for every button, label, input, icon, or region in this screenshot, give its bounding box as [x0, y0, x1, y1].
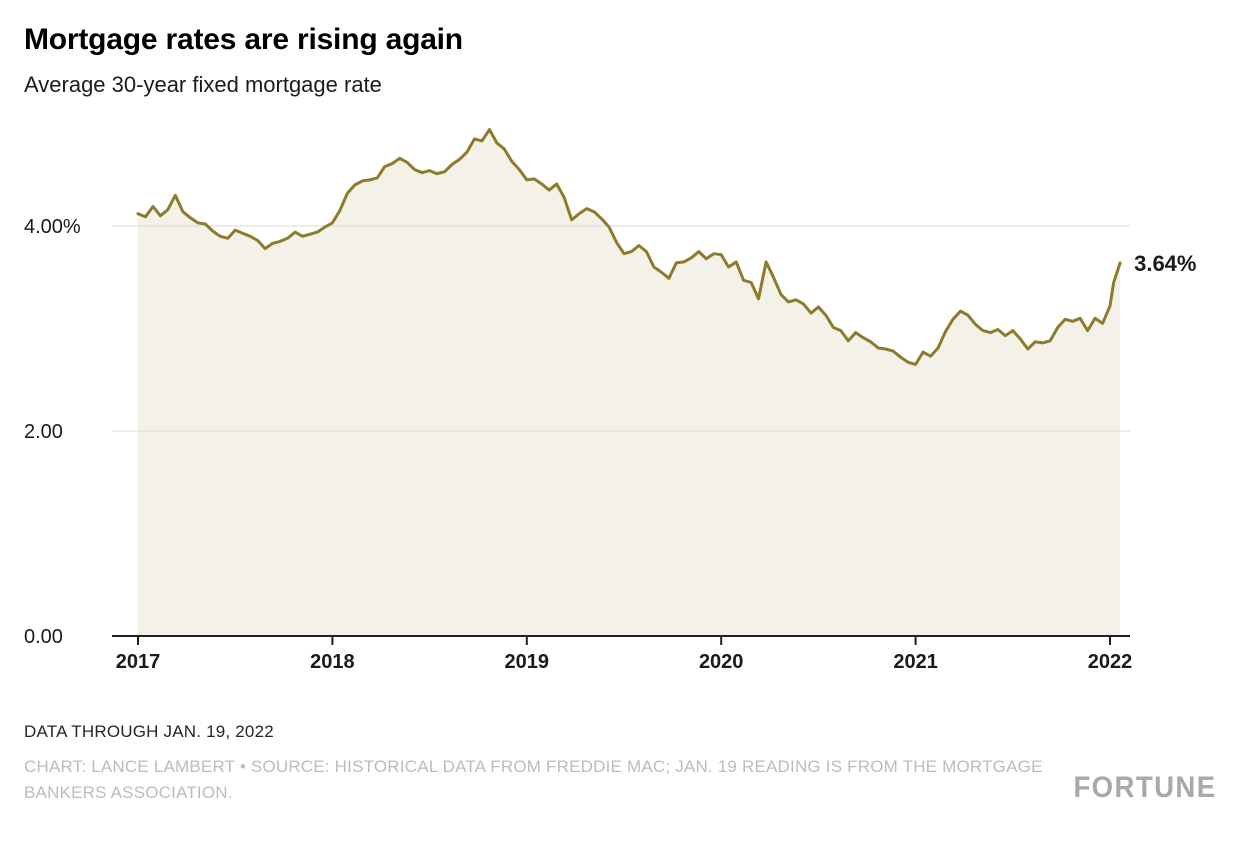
chart-subtitle: Average 30-year fixed mortgage rate	[24, 72, 382, 97]
x-axis-label-2022: 2022	[1088, 651, 1133, 673]
rate-area-fill	[138, 129, 1121, 636]
fortune-logo: FORTUNE	[1072, 771, 1216, 804]
chart-page: Mortgage rates are rising again Average …	[0, 22, 1240, 862]
chart-area: 4.00% 2.00 0.00 2017 2018 2019 2020 2021 2022 3.6…	[0, 116, 1240, 696]
rate-line	[136, 128, 1122, 366]
data-through-note: DATA THROUGH JAN. 19, 2022	[24, 722, 274, 741]
x-axis-label-2021: 2021	[893, 651, 938, 673]
mortgage-rate-line-chart: 4.00% 2.00 0.00 2017 2018 2019 2020 2021 2022 3.6…	[24, 128, 1196, 673]
x-axis-label-2019: 2019	[505, 651, 550, 673]
latest-rate-label: 3.64%	[1134, 251, 1196, 276]
credit-row: CHART: LANCE LAMBERT • SOURCE: HISTORICA…	[24, 754, 1216, 805]
chart-source-credit: CHART: LANCE LAMBERT • SOURCE: HISTORICA…	[24, 757, 1043, 802]
y-axis-label-2: 2.00	[24, 421, 63, 443]
chart-footer: DATA THROUGH JAN. 19, 2022 CHART: LANCE …	[0, 722, 1240, 805]
x-axis-label-2020: 2020	[699, 651, 744, 673]
x-axis-label-2018: 2018	[310, 651, 355, 673]
x-axis-label-2017: 2017	[116, 651, 161, 673]
y-axis-label-4: 4.00%	[24, 216, 81, 238]
y-axis-label-0: 0.00	[24, 626, 63, 648]
chart-title: Mortgage rates are rising again	[24, 23, 463, 56]
